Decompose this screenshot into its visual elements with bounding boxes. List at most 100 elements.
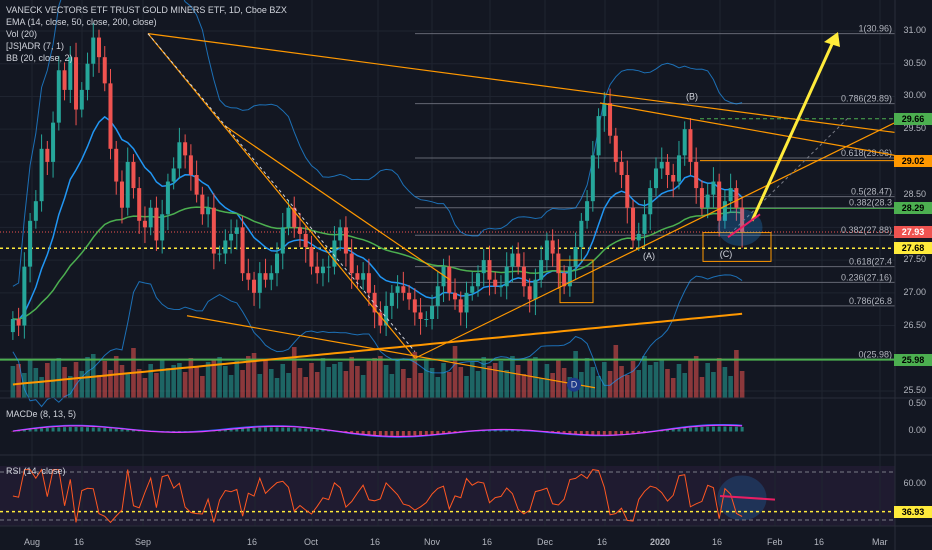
price-tick-label: 0.50 bbox=[908, 398, 926, 408]
volume-bar bbox=[711, 372, 716, 398]
candle-body bbox=[498, 286, 503, 288]
fib-label: 0.618(27.4 bbox=[849, 257, 892, 267]
macd-histogram-bar bbox=[614, 431, 618, 435]
candle-body bbox=[160, 214, 165, 241]
candle-body bbox=[315, 266, 320, 274]
volume-bar bbox=[96, 375, 102, 398]
price-badge: 29.02 bbox=[894, 154, 932, 167]
time-tick-label: Aug bbox=[24, 537, 41, 547]
candle-body bbox=[51, 122, 56, 162]
candle-body bbox=[504, 266, 509, 287]
candle-body bbox=[688, 129, 693, 162]
time-tick-label: Sep bbox=[135, 537, 152, 547]
macd-histogram-bar bbox=[315, 429, 319, 432]
candle-body bbox=[625, 175, 630, 208]
macd-histogram-bar bbox=[252, 427, 256, 432]
candle-body bbox=[550, 240, 555, 254]
volume-bar bbox=[39, 377, 44, 398]
volume-bar bbox=[739, 371, 745, 398]
candle-body bbox=[297, 227, 302, 234]
candle-body bbox=[596, 116, 601, 156]
volume-bar bbox=[464, 376, 469, 398]
macd-histogram-bar bbox=[688, 427, 692, 432]
candle-body bbox=[246, 273, 251, 280]
candle-body bbox=[45, 148, 50, 162]
volume-bar bbox=[613, 345, 619, 398]
volume-bar bbox=[200, 376, 205, 398]
candle-body bbox=[361, 273, 366, 280]
candle-body bbox=[223, 240, 228, 254]
fib-label: 0.618(29.06) bbox=[841, 148, 892, 158]
macd-histogram-bar bbox=[700, 426, 704, 432]
volume-bar bbox=[406, 378, 412, 398]
candle-body bbox=[131, 161, 136, 189]
rsi-label[interactable]: RSI (14, close) bbox=[6, 466, 66, 476]
legend-ema[interactable]: EMA (14, close, 50, close, 200, close) bbox=[6, 17, 157, 27]
volume-bar bbox=[246, 356, 251, 398]
legend-adr[interactable]: [JS]ADR (7, 1) bbox=[6, 41, 65, 51]
candle-body bbox=[590, 155, 595, 202]
candle-body bbox=[114, 148, 119, 182]
macd-histogram-bar bbox=[505, 430, 509, 432]
candle-body bbox=[194, 175, 199, 195]
candle-body bbox=[734, 188, 739, 208]
macd-histogram-bar bbox=[579, 431, 583, 435]
volume-bar bbox=[550, 373, 555, 398]
price-tick-label: 27.00 bbox=[903, 286, 926, 297]
legend-vol[interactable]: Vol (20) bbox=[6, 29, 38, 39]
candle-body bbox=[85, 63, 90, 90]
candle-body bbox=[470, 286, 475, 293]
macd-histogram-bar bbox=[355, 431, 359, 434]
volume-bar bbox=[573, 351, 578, 398]
candle-body bbox=[441, 266, 446, 287]
volume-bar bbox=[360, 375, 366, 398]
candle-body bbox=[200, 194, 205, 215]
legend-title[interactable]: VANECK VECTORS ETF TRUST GOLD MINERS ETF… bbox=[6, 5, 287, 15]
legend-bb[interactable]: BB (20, close, 2) bbox=[6, 53, 73, 63]
macd-histogram-bar bbox=[74, 427, 78, 432]
candle-body bbox=[642, 214, 647, 234]
macd-histogram-bar bbox=[677, 428, 681, 432]
volume-bar bbox=[458, 367, 464, 398]
candle-body bbox=[516, 253, 521, 267]
candle-body bbox=[275, 253, 280, 274]
volume-bar bbox=[504, 370, 509, 398]
candle-body bbox=[705, 194, 710, 208]
candle-body bbox=[74, 57, 79, 110]
candle-body bbox=[240, 227, 245, 274]
volume-bar bbox=[16, 364, 21, 398]
macd-histogram-bar bbox=[723, 426, 727, 432]
volume-bar bbox=[630, 361, 636, 398]
candle-body bbox=[28, 220, 33, 267]
wave-marker bbox=[567, 377, 581, 392]
volume-bar bbox=[619, 366, 624, 398]
candle-body bbox=[338, 227, 343, 241]
candle-body bbox=[10, 319, 15, 333]
legend: VANECK VECTORS ETF TRUST GOLD MINERS ETF… bbox=[6, 4, 287, 64]
volume-bar bbox=[119, 365, 125, 398]
fib-label: 0.5(28.47) bbox=[851, 187, 892, 197]
candle-body bbox=[573, 247, 578, 267]
macd-histogram-bar bbox=[321, 429, 325, 432]
macd-histogram-bar bbox=[447, 431, 451, 434]
candle-body bbox=[234, 227, 239, 234]
time-tick-label: 16 bbox=[74, 537, 85, 547]
volume-bar bbox=[234, 361, 240, 398]
macd-histogram-bar bbox=[269, 427, 273, 432]
price-tick-label: 30.50 bbox=[903, 57, 926, 68]
candle-body bbox=[292, 207, 297, 228]
projection-line bbox=[729, 115, 851, 235]
macd-histogram-bar bbox=[91, 427, 95, 432]
volume-bar bbox=[50, 360, 56, 398]
macd-histogram-bar bbox=[40, 428, 44, 432]
volume-bar bbox=[527, 360, 532, 398]
volume-bar bbox=[429, 368, 435, 398]
time-tick-label: Nov bbox=[424, 537, 441, 547]
macd-label[interactable]: MACDe (8, 13, 5) bbox=[6, 409, 77, 419]
macd-histogram-bar bbox=[585, 431, 589, 435]
candle-body bbox=[510, 253, 515, 267]
volume-bar bbox=[705, 363, 710, 398]
volume-bar bbox=[653, 362, 659, 398]
time-tick-label: 16 bbox=[814, 537, 825, 547]
